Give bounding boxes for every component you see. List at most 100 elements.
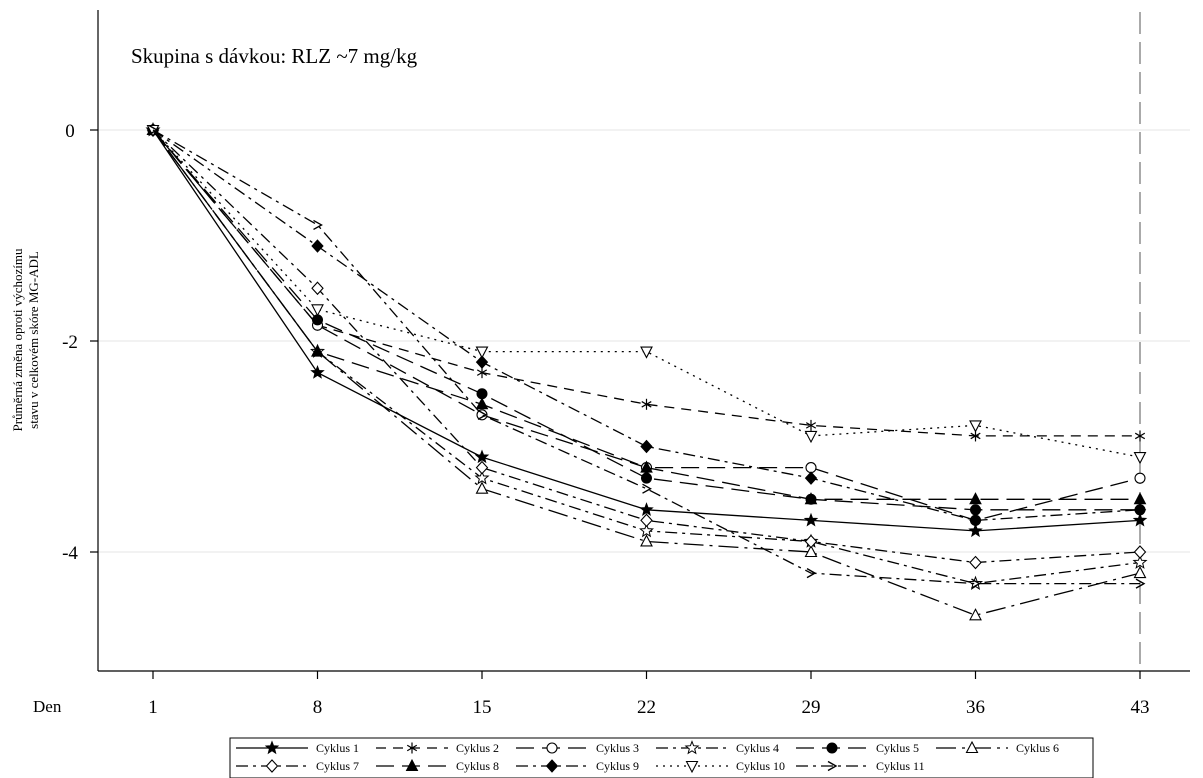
legend-marker — [264, 740, 280, 755]
legend-marker — [684, 740, 700, 755]
legend-item: Cyklus 7 — [236, 759, 359, 773]
data-point — [969, 420, 982, 433]
data-point — [311, 344, 324, 357]
data-point — [642, 483, 652, 494]
legend-label: Cyklus 7 — [316, 759, 359, 773]
x-tick-label: 36 — [966, 697, 985, 718]
data-point — [969, 555, 982, 570]
data-point — [148, 124, 159, 136]
series-11 — [148, 124, 1146, 589]
data-point — [804, 430, 818, 444]
data-point — [804, 544, 818, 558]
series-group — [145, 122, 1148, 621]
legend-marker — [827, 760, 838, 772]
data-point — [639, 522, 654, 538]
data-point — [641, 472, 652, 484]
legend-item: Cyklus 5 — [796, 741, 919, 755]
series-2 — [147, 124, 1146, 442]
data-point — [1134, 430, 1146, 442]
legend-marker — [405, 758, 419, 771]
data-point — [1133, 545, 1147, 559]
legend-label: Cyklus 6 — [1016, 741, 1059, 755]
data-point — [803, 512, 819, 527]
data-point — [640, 460, 653, 473]
data-point — [475, 460, 489, 475]
data-point — [969, 513, 982, 528]
x-tick-label: 22 — [637, 697, 656, 718]
data-point — [968, 523, 983, 538]
legend: Cyklus 1 Cyklus 2 Cyklus 3 Cyklus 4 Cyklus 5… — [229, 737, 1094, 778]
data-point — [639, 502, 654, 516]
x-tick-label: 1 — [148, 697, 158, 718]
data-point — [1133, 503, 1147, 517]
legend-marker — [265, 759, 279, 773]
legend-label: Cyklus 4 — [736, 741, 779, 755]
data-point — [313, 219, 323, 231]
series-1 — [145, 122, 1148, 538]
data-point — [805, 419, 817, 431]
legend-item: Cyklus 1 — [236, 740, 359, 755]
legend-label: Cyklus 10 — [736, 759, 785, 773]
legend-marker — [406, 742, 418, 754]
legend-box — [229, 737, 1094, 778]
data-point — [475, 481, 489, 494]
data-point — [311, 304, 324, 317]
data-point — [641, 398, 652, 410]
data-point — [310, 364, 325, 379]
data-point — [640, 513, 653, 528]
legend-marker — [965, 740, 979, 754]
legend-item: Cyklus 8 — [376, 758, 499, 773]
series-6 — [146, 122, 1147, 621]
series-10 — [146, 124, 1147, 465]
data-point — [640, 346, 653, 359]
data-point — [804, 471, 818, 485]
data-point — [970, 504, 981, 516]
legend-label: Cyklus 9 — [596, 759, 639, 773]
legend-item: Cyklus 10 — [656, 759, 785, 774]
chart-title: Skupina s dávkou: RLZ ~7 mg/kg — [131, 44, 418, 68]
legend-label: Cyklus 8 — [456, 759, 499, 773]
y-tick-label: -2 — [62, 332, 78, 353]
grid-lines — [98, 129, 1190, 553]
legend-item: Cyklus 9 — [516, 759, 639, 773]
data-point — [1132, 512, 1148, 527]
series-line — [152, 129, 1141, 564]
legend-label: Cyklus 11 — [876, 759, 925, 773]
data-point — [1132, 554, 1148, 569]
legend-marker — [546, 742, 558, 754]
legend-item: Cyklus 2 — [376, 741, 499, 755]
legend-item: Cyklus 4 — [656, 740, 779, 755]
y-axis-label-line-1: Průměrná změna oproti výchozímu — [10, 248, 25, 432]
data-point — [1133, 451, 1147, 465]
legend-marker — [826, 742, 838, 754]
y-tick-label: -4 — [62, 543, 78, 564]
data-point — [1134, 472, 1146, 484]
legend-label: Cyklus 5 — [876, 741, 919, 755]
data-point — [1133, 492, 1147, 505]
legend-label: Cyklus 2 — [456, 741, 499, 755]
data-point — [1135, 578, 1146, 589]
data-point — [969, 492, 982, 505]
x-tick-label: 29 — [802, 697, 821, 718]
series-7 — [146, 123, 1147, 570]
y-tick-label: 0 — [65, 121, 75, 142]
legend-marker — [545, 759, 559, 773]
legend-item: Cyklus 3 — [516, 741, 639, 755]
data-point — [1133, 565, 1147, 579]
data-point — [804, 534, 818, 549]
x-tick-label: 15 — [473, 697, 492, 718]
data-point — [475, 397, 489, 410]
legend-item: Cyklus 11 — [796, 759, 925, 773]
data-point — [805, 462, 817, 474]
data-point — [475, 355, 489, 369]
legend-marker — [685, 760, 699, 774]
legend-label: Cyklus 3 — [596, 741, 639, 755]
data-point — [477, 409, 488, 420]
ticks-group: 0 -2 -4 1 8 15 22 29 36 43 — [62, 121, 1149, 718]
data-point — [969, 608, 982, 621]
y-axis-label-line-2: stavu v celkovém skóre MG-ADL — [26, 251, 41, 429]
data-point — [311, 281, 324, 296]
series-5 — [147, 124, 1146, 516]
data-point — [640, 534, 653, 547]
